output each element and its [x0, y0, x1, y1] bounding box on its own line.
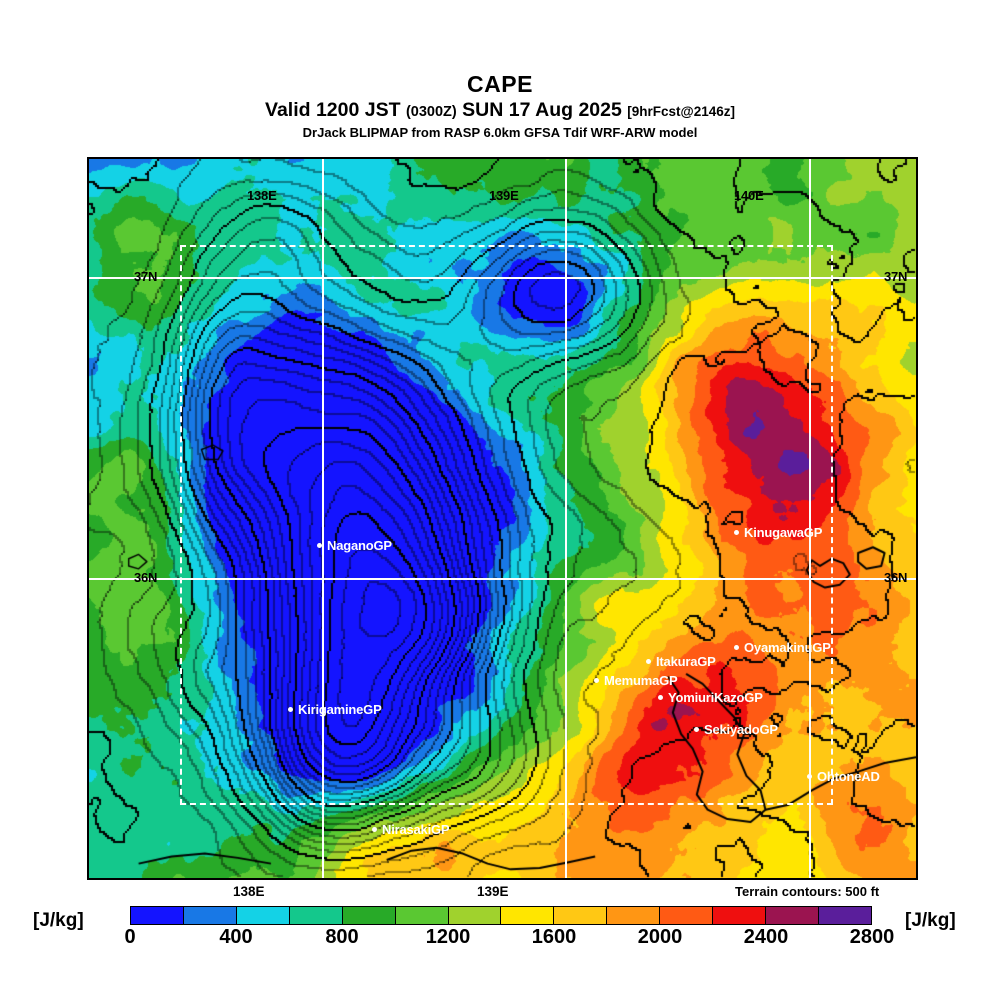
colorbar-band-0 [131, 907, 184, 924]
station-memumagp[interactable]: MemumaGP [594, 673, 678, 688]
station-label: MemumaGP [604, 673, 678, 688]
colorbar-band-600 [289, 907, 343, 924]
station-label: OhtoneAD [817, 769, 880, 784]
station-label: NirasakiGP [382, 822, 450, 837]
colorbar-band-1200 [448, 907, 502, 924]
station-label: KinugawaGP [744, 525, 823, 540]
colorbar-tick-2800: 2800 [849, 926, 895, 948]
lat-label-right-36: 36N [884, 570, 908, 585]
colorbar-band-1800 [607, 907, 661, 924]
station-itakuragp[interactable]: ItakuraGP [646, 654, 716, 669]
unit-label-right: [J/kg] [905, 910, 956, 931]
colorbar-band-800 [342, 907, 396, 924]
station-naganogp[interactable]: NaganoGP [317, 538, 392, 553]
station-dot-icon [317, 543, 322, 548]
valid-date: SUN 17 Aug 2025 [462, 99, 622, 122]
lon-label-bottom-138: 138E [233, 884, 265, 899]
page-title: CAPE [467, 71, 533, 97]
station-kinugawagp[interactable]: KinugawaGP [734, 525, 822, 540]
valid-utc: (0300Z) [405, 104, 457, 121]
lat-label-left-37: 37N [134, 269, 158, 284]
station-label: KirigamineGP [298, 702, 382, 717]
station-dot-icon [658, 695, 663, 700]
colorbar-tick-0: 0 [124, 926, 136, 948]
station-oyamakinugp[interactable]: OyamakinuGP [734, 640, 831, 655]
station-dot-icon [288, 707, 293, 712]
station-dot-icon [694, 727, 699, 732]
lon-label-top-139: 139E [489, 188, 519, 203]
colorbar-tick-1200: 1200 [425, 926, 471, 948]
valid-prefix: Valid 1200 JST [265, 99, 401, 122]
station-dot-icon [646, 659, 651, 664]
colorbar-tick-800: 800 [325, 926, 359, 948]
colorbar-band-2600 [818, 907, 871, 924]
lon-label-top-140: 140E [734, 188, 764, 203]
colorbar-band-400 [236, 907, 290, 924]
unit-label-left: [J/kg] [33, 910, 84, 931]
colorbar-band-1400 [501, 907, 555, 924]
station-sekiyadogp[interactable]: SekiyadoGP [694, 722, 778, 737]
station-label: ItakuraGP [656, 654, 716, 669]
lat-label-left-36: 36N [134, 570, 158, 585]
colorbar-band-2200 [713, 907, 767, 924]
station-yomiurikazogp[interactable]: YomiuriKazoGP [658, 690, 763, 705]
colorbar-band-2400 [766, 907, 819, 924]
terrain-contour-note: Terrain contours: 500 ft [735, 884, 880, 899]
colorbar-band-1000 [395, 907, 449, 924]
forecast-tag: [9hrFcst@2146z] [627, 104, 735, 120]
cape-field-canvas [89, 159, 916, 878]
valid-time-line: Valid 1200 JST (0300Z) SUN 17 Aug 2025 [… [0, 98, 1000, 123]
colorbar-tick-400: 400 [219, 926, 253, 948]
colorbar-band-200 [183, 907, 237, 924]
colorbar-tick-2000: 2000 [637, 926, 683, 948]
lat-label-right-37: 37N [884, 269, 908, 284]
station-dot-icon [594, 678, 599, 683]
title-block: CAPE Valid 1200 JST (0300Z) SUN 17 Aug 2… [0, 72, 1000, 140]
station-label: SekiyadoGP [704, 722, 778, 737]
station-dot-icon [807, 774, 812, 779]
station-dot-icon [372, 827, 377, 832]
colorbar-tick-1600: 1600 [531, 926, 577, 948]
lon-label-top-138: 138E [247, 188, 277, 203]
station-label: YomiuriKazoGP [668, 690, 763, 705]
colorbar-band-1600 [554, 907, 608, 924]
colorbar-band-2000 [660, 907, 714, 924]
station-ohtonead[interactable]: OhtoneAD [807, 769, 880, 784]
station-dot-icon [734, 530, 739, 535]
station-kirigaminegp[interactable]: KirigamineGP [288, 702, 382, 717]
cape-map[interactable]: 138E 139E 140E 37N 36N 37N 36N NaganoGP … [87, 157, 918, 880]
lon-label-bottom-139: 139E [477, 884, 509, 899]
station-nirasakigp[interactable]: NirasakiGP [372, 822, 450, 837]
cape-colorbar[interactable] [130, 906, 872, 925]
colorbar-tick-2400: 2400 [743, 926, 789, 948]
station-label: OyamakinuGP [744, 640, 831, 655]
station-label: NaganoGP [327, 538, 392, 553]
station-dot-icon [734, 645, 739, 650]
model-subtitle: DrJack BLIPMAP from RASP 6.0km GFSA Tdif… [302, 125, 698, 141]
